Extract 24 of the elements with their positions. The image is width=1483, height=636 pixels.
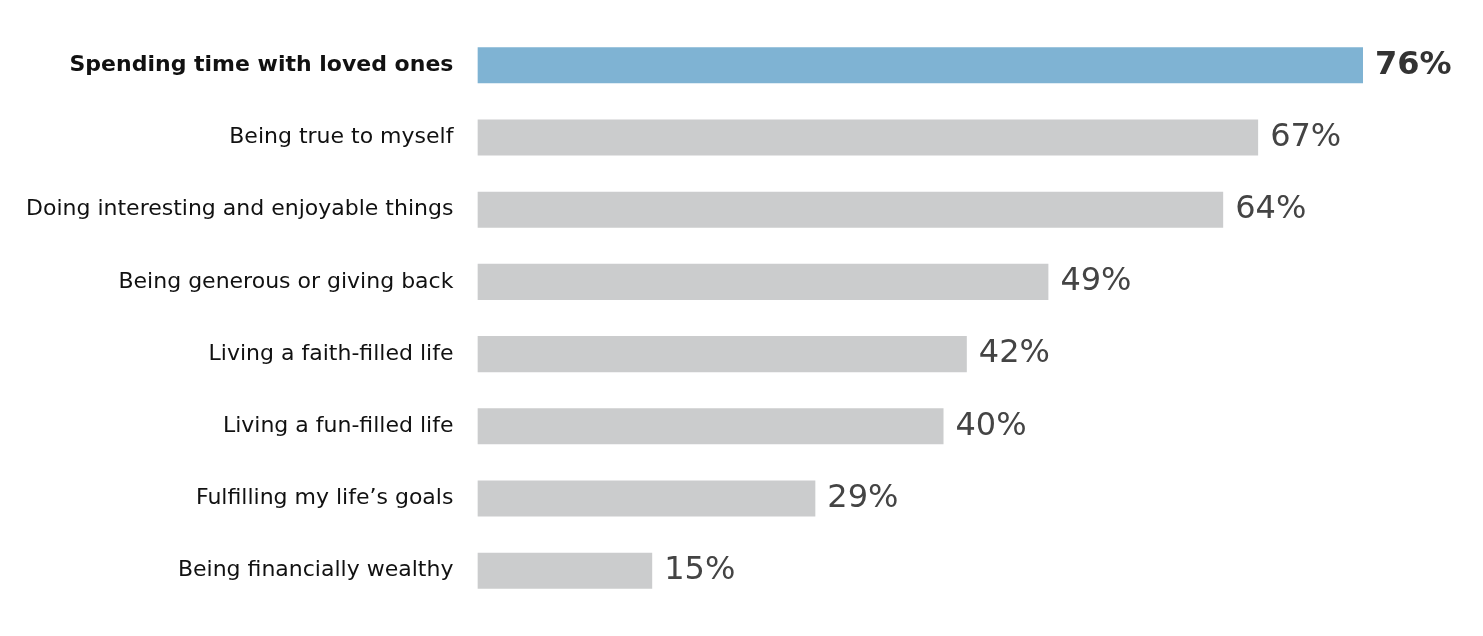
y-tick-label: Fulfilling my life’s goals [195,484,454,510]
y-tick-label: Living a fun-filled life [222,412,454,438]
data-label: 76% [1375,43,1452,82]
data-label: 40% [955,404,1027,443]
bar [477,191,1224,228]
y-tick-label: Being true to myself [229,123,455,149]
data-label: 49% [1060,260,1132,299]
bar [477,47,1363,84]
bar [477,263,1049,300]
data-label: 67% [1270,115,1342,154]
y-tick-label: Doing interesting and enjoyable things [26,195,454,221]
data-label: 42% [978,332,1050,371]
bar [477,552,653,589]
bar [477,480,816,517]
data-label: 15% [664,549,736,588]
bar [477,336,967,373]
y-tick-label: Spending time with loved ones [69,51,454,77]
bar [477,119,1259,156]
data-label: 64% [1235,188,1307,227]
y-tick-label: Living a faith-filled life [208,339,454,365]
bar [477,408,944,445]
data-label: 29% [827,476,899,515]
y-tick-label: Being financially wealthy [177,556,454,582]
y-tick-label: Being generous or giving back [118,267,454,293]
